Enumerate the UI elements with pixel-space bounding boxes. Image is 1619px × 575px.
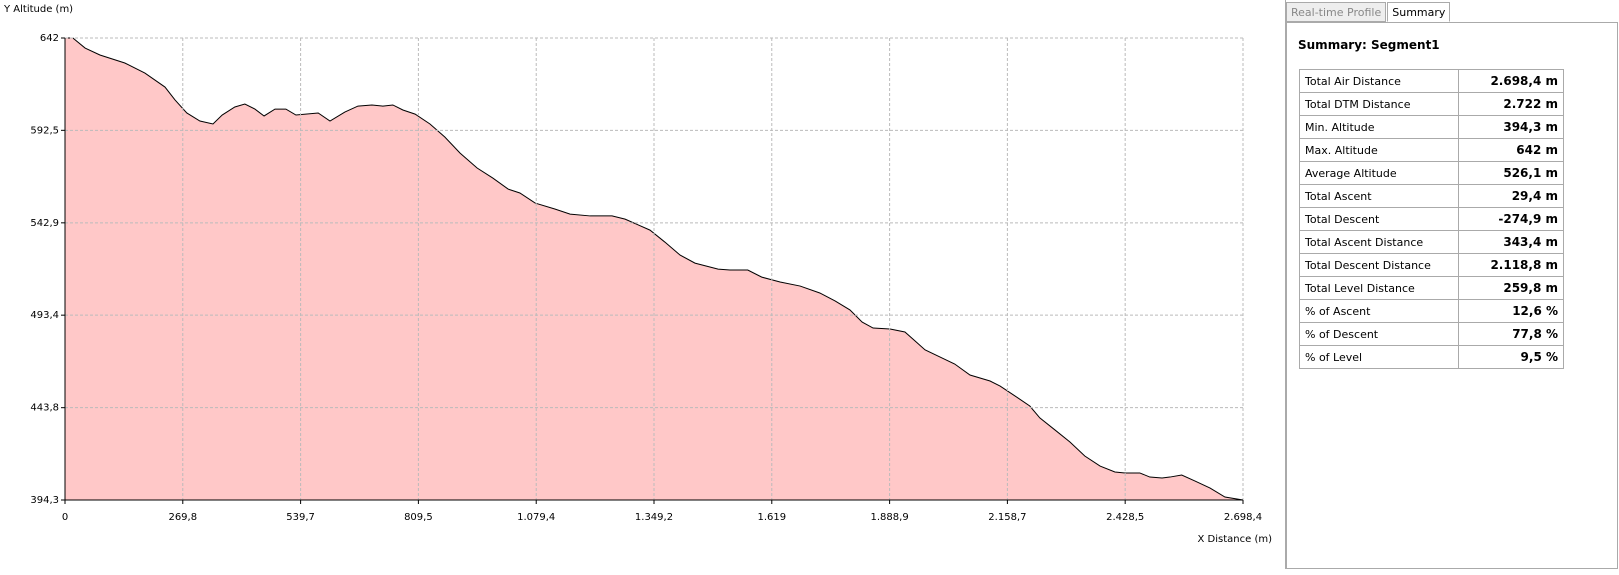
row-label: % of Ascent bbox=[1299, 299, 1459, 323]
summary-row: Min. Altitude 394,3 m bbox=[1299, 115, 1564, 139]
row-value: 9,5 % bbox=[1458, 345, 1564, 369]
summary-row: Total DTM Distance 2.722 m bbox=[1299, 92, 1564, 116]
summary-row: % of Ascent 12,6 % bbox=[1299, 299, 1564, 323]
summary-row: Total Descent Distance 2.118,8 m bbox=[1299, 253, 1564, 277]
y-tick-label: 443,8 bbox=[30, 403, 59, 414]
y-tick-label: 592,5 bbox=[30, 125, 59, 136]
summary-row: Total Ascent Distance 343,4 m bbox=[1299, 230, 1564, 254]
x-tick-label: 1.888,9 bbox=[871, 512, 909, 523]
row-label: Total Descent Distance bbox=[1299, 253, 1459, 277]
row-value: 2.698,4 m bbox=[1458, 69, 1564, 93]
x-tick-label: 1.079,4 bbox=[517, 512, 555, 523]
x-tick-label: 809,5 bbox=[404, 512, 433, 523]
row-value: 12,6 % bbox=[1458, 299, 1564, 323]
x-tick-label: 2.428,5 bbox=[1106, 512, 1144, 523]
summary-row: Total Level Distance 259,8 m bbox=[1299, 276, 1564, 300]
row-value: 526,1 m bbox=[1458, 161, 1564, 185]
row-value: 394,3 m bbox=[1458, 115, 1564, 139]
row-value: 343,4 m bbox=[1458, 230, 1564, 254]
x-tick-label: 269,8 bbox=[168, 512, 197, 523]
row-value: 642 m bbox=[1458, 138, 1564, 162]
row-value: 29,4 m bbox=[1458, 184, 1564, 208]
row-value: 77,8 % bbox=[1458, 322, 1564, 346]
x-tick-label: 0 bbox=[62, 512, 68, 523]
x-tick-label: 2.158,7 bbox=[988, 512, 1026, 523]
summary-row: % of Level 9,5 % bbox=[1299, 345, 1564, 369]
row-label: Total Descent bbox=[1299, 207, 1459, 231]
row-label: Min. Altitude bbox=[1299, 115, 1459, 139]
row-label: Max. Altitude bbox=[1299, 138, 1459, 162]
x-tick-label: 1.619 bbox=[757, 512, 786, 523]
y-tick-label: 493,4 bbox=[30, 310, 59, 321]
tab[interactable]: Real-time Profile bbox=[1286, 2, 1387, 22]
row-label: Total Ascent Distance bbox=[1299, 230, 1459, 254]
chart: Y Altitude (m) X Distance (m) 0 269,8 539,… bbox=[3, 4, 1273, 545]
profile-line bbox=[65, 37, 1244, 501]
row-label: Average Altitude bbox=[1299, 161, 1459, 185]
summary-title: Summary: Segment1 bbox=[1298, 38, 1440, 52]
row-value: 259,8 m bbox=[1458, 276, 1564, 300]
summary-row: Total Air Distance 2.698,4 m bbox=[1299, 69, 1564, 93]
y-axis-label: Y Altitude (m) bbox=[3, 4, 73, 15]
summary-row: Max. Altitude 642 m bbox=[1299, 138, 1564, 162]
y-tick-label: 642 bbox=[40, 33, 59, 44]
row-label: Total DTM Distance bbox=[1299, 92, 1459, 116]
tab[interactable]: Summary bbox=[1387, 2, 1451, 22]
row-value: 2.722 m bbox=[1458, 92, 1564, 116]
row-label: % of Level bbox=[1299, 345, 1459, 369]
x-tick-label: 2.698,4 bbox=[1224, 512, 1262, 523]
summary-panel: Real-time Profile Summary Summary: Segmen… bbox=[1285, 0, 1618, 569]
row-label: % of Descent bbox=[1299, 322, 1459, 346]
y-tick-label: 542,9 bbox=[30, 218, 59, 229]
x-tick-label: 1.349,2 bbox=[635, 512, 673, 523]
summary-row: Total Ascent 29,4 m bbox=[1299, 184, 1564, 208]
x-axis-label: X Distance (m) bbox=[1198, 534, 1273, 545]
summary-row: Average Altitude 526,1 m bbox=[1299, 161, 1564, 185]
summary-row: % of Descent 77,8 % bbox=[1299, 322, 1564, 346]
summary-body: Summary: Segment1 Total Air Distance 2.69… bbox=[1286, 22, 1618, 569]
row-label: Total Ascent bbox=[1299, 184, 1459, 208]
summary-row: Total Descent -274,9 m bbox=[1299, 207, 1564, 231]
y-tick-label: 394,3 bbox=[30, 495, 59, 506]
summary-table: Total Air Distance 2.698,4 m Total DTM Dis… bbox=[1299, 69, 1564, 369]
row-value: 2.118,8 m bbox=[1458, 253, 1564, 277]
row-label: Total Level Distance bbox=[1299, 276, 1459, 300]
tabs: Real-time Profile Summary bbox=[1286, 2, 1451, 22]
row-label: Total Air Distance bbox=[1299, 69, 1459, 93]
x-tick-label: 539,7 bbox=[286, 512, 315, 523]
row-value: -274,9 m bbox=[1458, 207, 1564, 231]
